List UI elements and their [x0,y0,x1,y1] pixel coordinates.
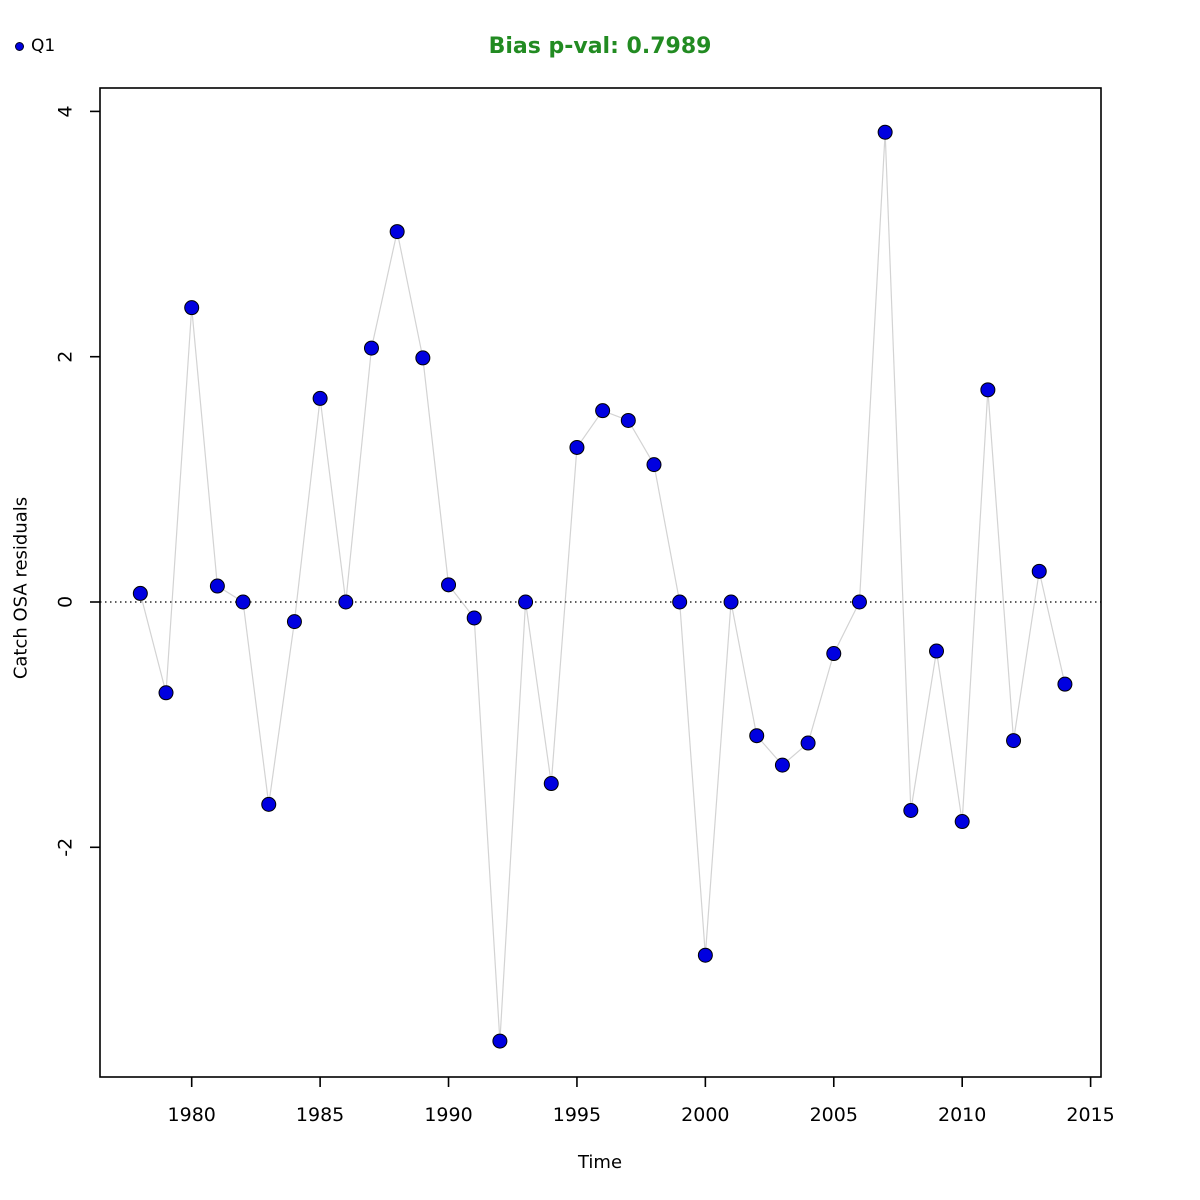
data-point [877,124,893,140]
y-tick-label: 4 [55,105,77,117]
x-tick-label: 2000 [681,1104,729,1126]
series-line [139,132,1066,1042]
legend-label: Q1 [31,36,56,56]
data-point [184,300,200,316]
data-point [595,403,611,419]
y-axis-label: Catch OSA residuals [10,496,32,680]
data-point [1031,563,1047,579]
x-tick-label: 2010 [938,1104,986,1126]
data-point [132,585,148,601]
data-point [1006,733,1022,749]
x-tick-label: 1985 [296,1104,344,1126]
data-point [363,340,379,356]
data-point [826,646,842,662]
data-point [492,1033,508,1049]
data-point [980,382,996,398]
data-point [954,814,970,830]
data-point [415,350,431,366]
data-point [338,594,354,610]
data-point [800,735,816,751]
y-tick-label: 2 [55,351,77,363]
data-point [466,610,482,626]
y-tick-label: 0 [55,596,77,608]
x-tick-label: 2005 [810,1104,858,1126]
data-point [851,594,867,610]
data-point [903,803,919,819]
data-point [286,614,302,630]
legend-point-icon [15,41,24,51]
data-point [697,947,713,963]
data-point [929,643,945,659]
y-tick-label: -2 [55,838,77,857]
data-point [261,796,277,812]
data-point [569,439,585,455]
data-point [389,224,405,240]
data-point [209,578,225,594]
data-point [774,757,790,773]
data-point [672,594,688,610]
legend: Q1 [15,36,55,56]
x-tick-label: 1995 [553,1104,601,1126]
x-tick-label: 2015 [1066,1104,1114,1126]
data-point [620,412,636,428]
x-tick-label: 1980 [168,1104,216,1126]
chart-title: Bias p-val: 0.7989 [488,34,712,59]
plot-border [99,87,1102,1078]
x-tick-label: 1990 [424,1104,472,1126]
data-point [543,776,559,792]
data-point [518,594,534,610]
data-point [158,685,174,701]
data-point [312,390,328,406]
data-point [723,594,739,610]
data-point [1057,676,1073,692]
data-point [646,457,662,473]
data-point [441,577,457,593]
data-point [749,728,765,744]
x-axis-label: Time [577,1152,623,1173]
data-point [235,594,251,610]
